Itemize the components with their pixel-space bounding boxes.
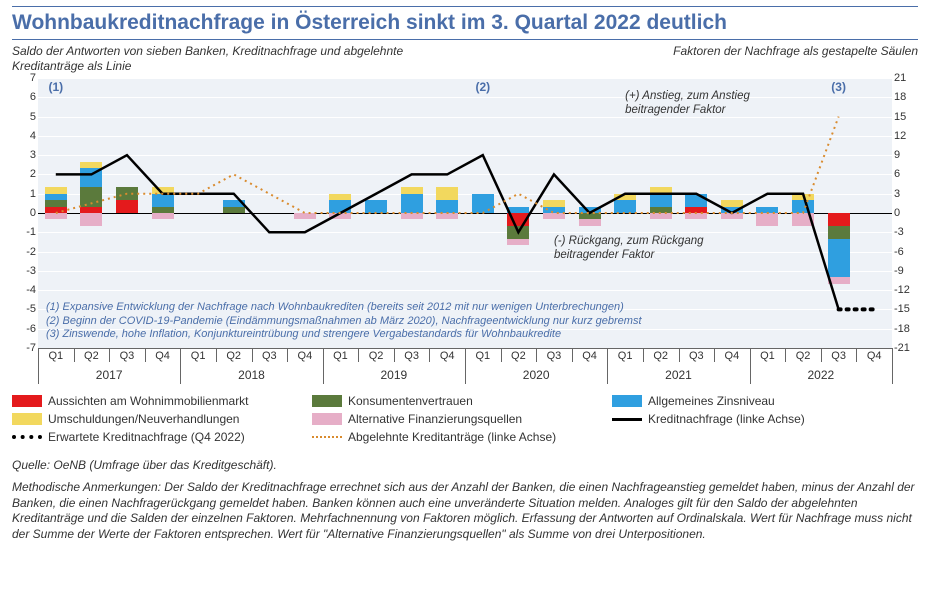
legend-alternative: Alternative Finanzierungsquellen bbox=[348, 412, 522, 426]
legend-abgelehnte: Abgelehnte Kreditanträge (linke Achse) bbox=[348, 430, 556, 444]
legend-aussichten: Aussichten am Wohnimmobilienmarkt bbox=[48, 394, 249, 408]
source-text: Quelle: OeNB (Umfrage über das Kreditges… bbox=[12, 458, 918, 472]
legend-erwartete: Erwartete Kreditnachfrage (Q4 2022) bbox=[48, 430, 245, 444]
right-y-axis: -21-18-15-12-9-6-3036912151821 bbox=[894, 78, 918, 348]
subtitle-left: Saldo der Antworten von sieben Banken, K… bbox=[12, 44, 447, 74]
chart-legend: Aussichten am Wohnimmobilienmarkt Konsum… bbox=[12, 394, 918, 448]
legend-zinsniveau: Allgemeines Zinsniveau bbox=[648, 394, 775, 408]
legend-konsumenten: Konsumentenvertrauen bbox=[348, 394, 473, 408]
legend-kreditnachfrage: Kreditnachfrage (linke Achse) bbox=[648, 412, 805, 426]
left-y-axis: -7-6-5-4-3-2-101234567 bbox=[12, 78, 36, 348]
methods-text: Methodische Anmerkungen: Der Saldo der K… bbox=[12, 480, 918, 542]
subtitle-right: Faktoren der Nachfrage als gestapelte Sä… bbox=[673, 44, 918, 74]
x-axis: Q1Q2Q3Q4Q1Q2Q3Q4Q1Q2Q3Q4Q1Q2Q3Q4Q1Q2Q3Q4… bbox=[38, 348, 892, 388]
chart-area: (1)(2)(3)(+) Anstieg, zum Anstieg beitra… bbox=[12, 78, 918, 388]
legend-umschuldungen: Umschuldungen/Neuverhandlungen bbox=[48, 412, 239, 426]
chart-title: Wohnbaukreditnachfrage in Österreich sin… bbox=[12, 11, 918, 35]
